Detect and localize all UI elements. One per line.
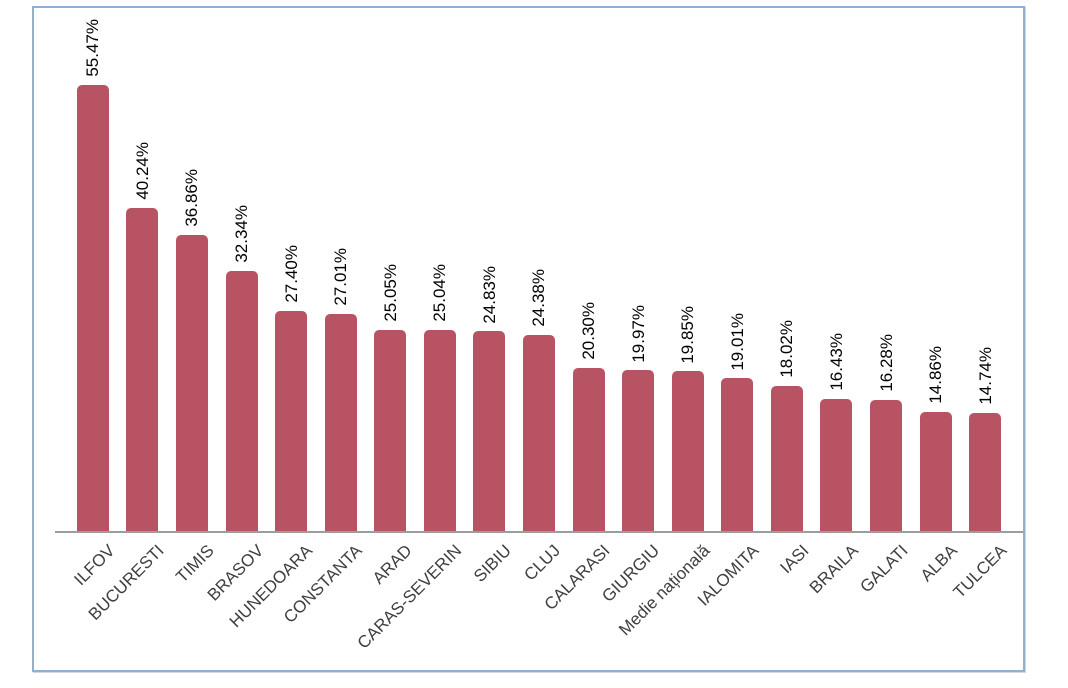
bar-value-label: 25.04%	[430, 264, 450, 322]
bar-slot: 19.85%	[663, 8, 713, 531]
bar-value-label: 19.01%	[727, 312, 747, 371]
bar	[622, 370, 655, 531]
bar-value-label: 24.83%	[479, 265, 499, 324]
bar-slot: 24.83%	[465, 8, 515, 531]
bar-value-label: 32.34%	[232, 205, 252, 263]
bar	[225, 271, 258, 531]
bar	[919, 411, 952, 531]
x-axis-label-slot: CONSTANTA	[280, 535, 366, 670]
bar-value-label: 36.86%	[182, 168, 202, 227]
bar	[374, 329, 407, 531]
bar-value-label: 18.02%	[777, 320, 797, 379]
bar-slot: 14.74%	[960, 8, 1010, 531]
bar-value-label: 16.28%	[876, 334, 896, 393]
bar-slot: 24.38%	[514, 8, 564, 531]
bar-slot: 20.30%	[564, 8, 614, 531]
bar-slot: 16.43%	[812, 8, 862, 531]
bar-value-label: 16.43%	[826, 333, 846, 391]
bar-slot: 55.47%	[68, 8, 118, 531]
bar	[473, 331, 506, 531]
bar-value-label: 25.05%	[380, 263, 400, 322]
bar-slot: 25.04%	[415, 8, 465, 531]
bar-value-label: 20.30%	[579, 302, 599, 360]
bar-slot: 36.86%	[167, 8, 217, 531]
bar	[870, 400, 903, 531]
bar-slot: 32.34%	[217, 8, 267, 531]
bar	[175, 234, 208, 531]
bar	[324, 313, 357, 531]
x-axis-label: BRAILA	[805, 541, 862, 598]
bar-value-label: 14.74%	[975, 346, 995, 405]
x-axis-label: GALATI	[856, 541, 912, 597]
bar-value-label: 19.97%	[628, 304, 648, 363]
bar-value-label: 14.86%	[926, 345, 946, 404]
bar	[126, 207, 159, 531]
bar-slot: 19.01%	[713, 8, 763, 531]
x-axis-label: IASI	[776, 541, 813, 578]
bar	[572, 367, 605, 531]
bars-container: 55.47% 40.24% 36.86% 32.34% 27.40% 27.01% 25.0…	[68, 8, 1010, 531]
x-axis-label-slot: TIMIS	[167, 535, 217, 670]
bar-value-label: 24.38%	[529, 269, 549, 327]
bar	[721, 378, 754, 531]
bar-value-label: 27.40%	[281, 245, 301, 303]
bar	[671, 371, 704, 531]
bar-slot: 25.05%	[365, 8, 415, 531]
bar	[76, 85, 109, 531]
bar	[820, 398, 853, 531]
bar-slot: 14.86%	[911, 8, 961, 531]
plot-area: 55.47% 40.24% 36.86% 32.34% 27.40% 27.01% 25.0…	[55, 8, 1023, 533]
bar	[275, 310, 308, 531]
bar-slot: 18.02%	[762, 8, 812, 531]
x-axis-label-slot: BRAILA	[806, 535, 862, 670]
x-axis-label: SIBIU	[470, 541, 515, 586]
x-axis-label-slot: GALATI	[856, 535, 911, 670]
x-axis-labels: ILFOV BUCURESTI TIMIS BRASOV HUNEDOARA CONSTA…	[68, 535, 1011, 670]
x-axis-label-slot: IASI	[762, 535, 812, 670]
x-axis-label-slot: BUCURESTI	[85, 535, 168, 670]
x-axis-label-slot: SIBIU	[465, 535, 515, 670]
bar-value-label: 27.01%	[331, 248, 351, 306]
x-axis-label-slot: IALOMITA	[694, 535, 763, 670]
bar-value-label: 40.24%	[132, 141, 152, 200]
bar-slot: 40.24%	[118, 8, 168, 531]
bar	[770, 386, 803, 531]
chart-frame: 55.47% 40.24% 36.86% 32.34% 27.40% 27.01% 25.0…	[32, 6, 1025, 672]
x-axis-label-slot: CARAS-SEVERIN	[354, 535, 466, 670]
bar-slot: 19.97%	[613, 8, 663, 531]
bar-value-label: 55.47%	[83, 19, 103, 77]
bar-slot: 16.28%	[861, 8, 911, 531]
bar-value-label: 19.85%	[678, 305, 698, 364]
x-axis-label: CLUJ	[520, 541, 565, 585]
bar	[969, 412, 1002, 531]
bar	[423, 329, 456, 531]
bar-slot: 27.40%	[266, 8, 316, 531]
bar	[522, 335, 555, 531]
bar-slot: 27.01%	[316, 8, 366, 531]
x-axis-label-slot: CALARASI	[541, 535, 614, 670]
x-axis-label: TIMIS	[171, 541, 218, 587]
x-axis-label: ARAD	[368, 541, 416, 588]
x-axis-label: ALBA	[916, 541, 962, 586]
x-axis-label-slot: TULCEA	[950, 535, 1011, 670]
x-axis-label-slot: ALBA	[911, 535, 961, 670]
